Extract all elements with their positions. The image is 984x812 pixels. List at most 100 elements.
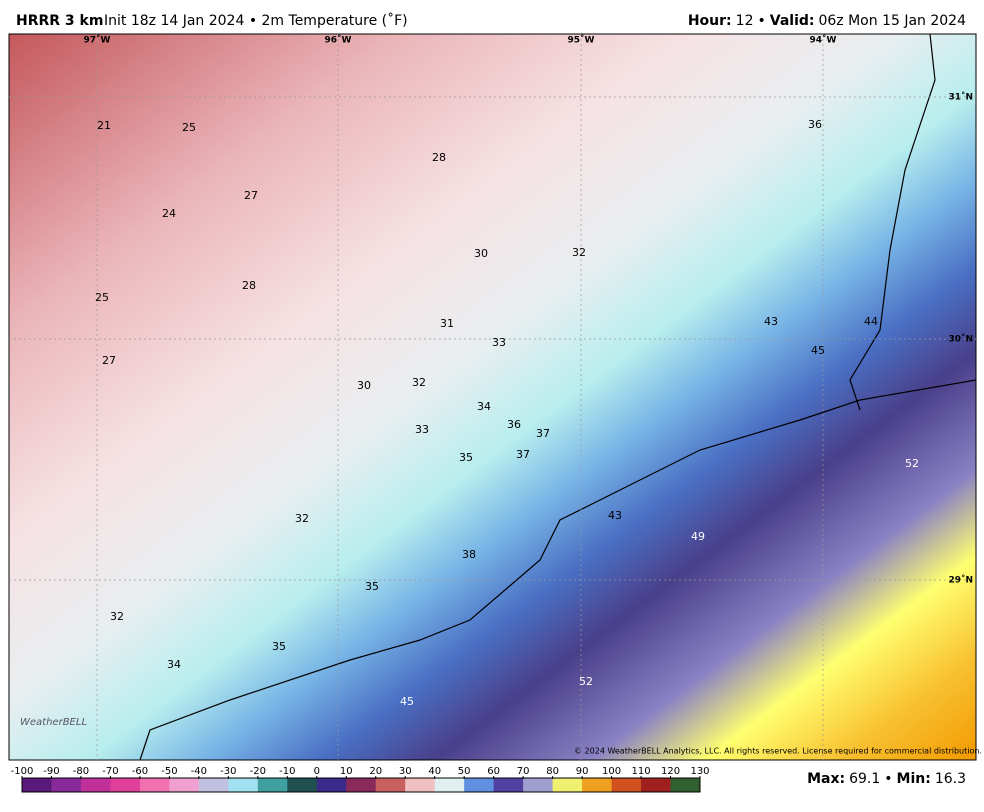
station-value: 52 <box>579 675 593 688</box>
stats-part: Max: <box>807 771 845 787</box>
colorbar-segment <box>139 778 170 792</box>
station-value: 52 <box>905 457 919 470</box>
station-value: 32 <box>572 246 586 259</box>
longitude-label: 94˚W <box>810 35 837 46</box>
station-value: 30 <box>357 379 371 392</box>
colorbar-segment <box>257 778 288 792</box>
station-value: 33 <box>492 336 506 349</box>
colorbar-segment <box>464 778 495 792</box>
copyright: © 2024 WeatherBELL Analytics, LLC. All r… <box>574 747 982 756</box>
station-value: 32 <box>295 512 309 525</box>
latitude-label: 30˚N <box>948 334 973 345</box>
colorbar-label: -100 <box>11 766 34 777</box>
colorbar-segment <box>169 778 200 792</box>
colorbar-label: 120 <box>661 766 680 777</box>
station-value: 45 <box>400 695 414 708</box>
colorbar-label: 10 <box>340 766 353 777</box>
colorbar-segment <box>405 778 436 792</box>
max-min: Max: 69.1 • Min: 16.3 <box>807 771 966 787</box>
header-part: Valid: <box>770 13 815 29</box>
colorbar-label: 0 <box>314 766 320 777</box>
station-value: 36 <box>808 118 822 131</box>
header-part: Hour: <box>688 13 732 29</box>
station-value: 32 <box>110 610 124 623</box>
station-value: 27 <box>244 189 258 202</box>
latitude-label: 31˚N <box>948 92 973 103</box>
colorbar-segment <box>582 778 613 792</box>
colorbar-label: -10 <box>279 766 295 777</box>
colorbar-label: 30 <box>399 766 412 777</box>
colorbar-segment <box>611 778 642 792</box>
station-value: 28 <box>242 279 256 292</box>
station-value: 33 <box>415 423 429 436</box>
colorbar-label: -30 <box>220 766 236 777</box>
colorbar-label: 100 <box>602 766 621 777</box>
valid-info: Hour: 12 • Valid: 06z Mon 15 Jan 2024 <box>688 13 966 29</box>
longitude-label: 95˚W <box>568 35 595 46</box>
colorbar-segment <box>22 778 52 792</box>
station-value: 36 <box>507 418 521 431</box>
colorbar-segment <box>493 778 524 792</box>
run-info: Init 18z 14 Jan 2024 • 2m Temperature (˚… <box>104 12 408 29</box>
colorbar-label: 20 <box>369 766 382 777</box>
colorbar-label: 130 <box>690 766 709 777</box>
colorbar-segment <box>552 778 583 792</box>
latitude-label: 29˚N <box>948 575 973 586</box>
colorbar-segment <box>316 778 347 792</box>
station-value: 37 <box>516 448 530 461</box>
colorbar-segment <box>434 778 465 792</box>
header-part: 06z Mon 15 Jan 2024 <box>818 13 966 29</box>
colorbar-frame <box>21 777 701 793</box>
stats-part: • <box>884 771 892 787</box>
longitude-label: 97˚W <box>84 35 111 46</box>
colorbar-label: -20 <box>250 766 266 777</box>
station-value: 25 <box>182 121 196 134</box>
station-value: 25 <box>95 291 109 304</box>
colorbar-segment <box>641 778 672 792</box>
longitude-label: 96˚W <box>325 35 352 46</box>
header-part: 12 <box>736 13 754 29</box>
colorbar-label: 90 <box>576 766 589 777</box>
station-value: 28 <box>432 151 446 164</box>
colorbar-segment <box>228 778 259 792</box>
station-value: 27 <box>102 354 116 367</box>
station-value: 49 <box>691 530 705 543</box>
model-name: HRRR 3 km <box>16 13 103 29</box>
stats-part: 69.1 <box>849 771 880 787</box>
colorbar-label: -50 <box>161 766 177 777</box>
station-value: 44 <box>864 315 878 328</box>
station-value: 43 <box>764 315 778 328</box>
colorbar-label: 40 <box>428 766 441 777</box>
station-value: 35 <box>365 580 379 593</box>
station-value: 31 <box>440 317 454 330</box>
logo: WeatherBELL <box>20 717 87 728</box>
colorbar-segment <box>51 778 82 792</box>
station-value: 38 <box>462 548 476 561</box>
colorbar-label: -80 <box>73 766 89 777</box>
colorbar-label: 80 <box>546 766 559 777</box>
colorbar-label: -70 <box>102 766 118 777</box>
station-value: 21 <box>97 119 111 132</box>
header-part: • <box>757 13 765 29</box>
colorbar-label: -60 <box>132 766 148 777</box>
colorbar-segment <box>375 778 406 792</box>
station-value: 34 <box>477 400 491 413</box>
stats-part: Min: <box>897 771 931 787</box>
temperature-field <box>9 34 976 760</box>
colorbar-label: 50 <box>458 766 471 777</box>
station-value: 45 <box>811 344 825 357</box>
colorbar-label: 110 <box>631 766 650 777</box>
colorbar-label: -90 <box>43 766 59 777</box>
station-value: 32 <box>412 376 426 389</box>
stats-part: 16.3 <box>935 771 966 787</box>
colorbar-segment <box>670 778 701 792</box>
colorbar-label: 70 <box>517 766 530 777</box>
colorbar-segment <box>523 778 554 792</box>
coastline <box>139 379 977 761</box>
station-value: 35 <box>272 640 286 653</box>
station-value: 35 <box>459 451 473 464</box>
colorbar-segment <box>110 778 141 792</box>
colorbar-label: -40 <box>191 766 207 777</box>
state-border <box>849 33 936 411</box>
